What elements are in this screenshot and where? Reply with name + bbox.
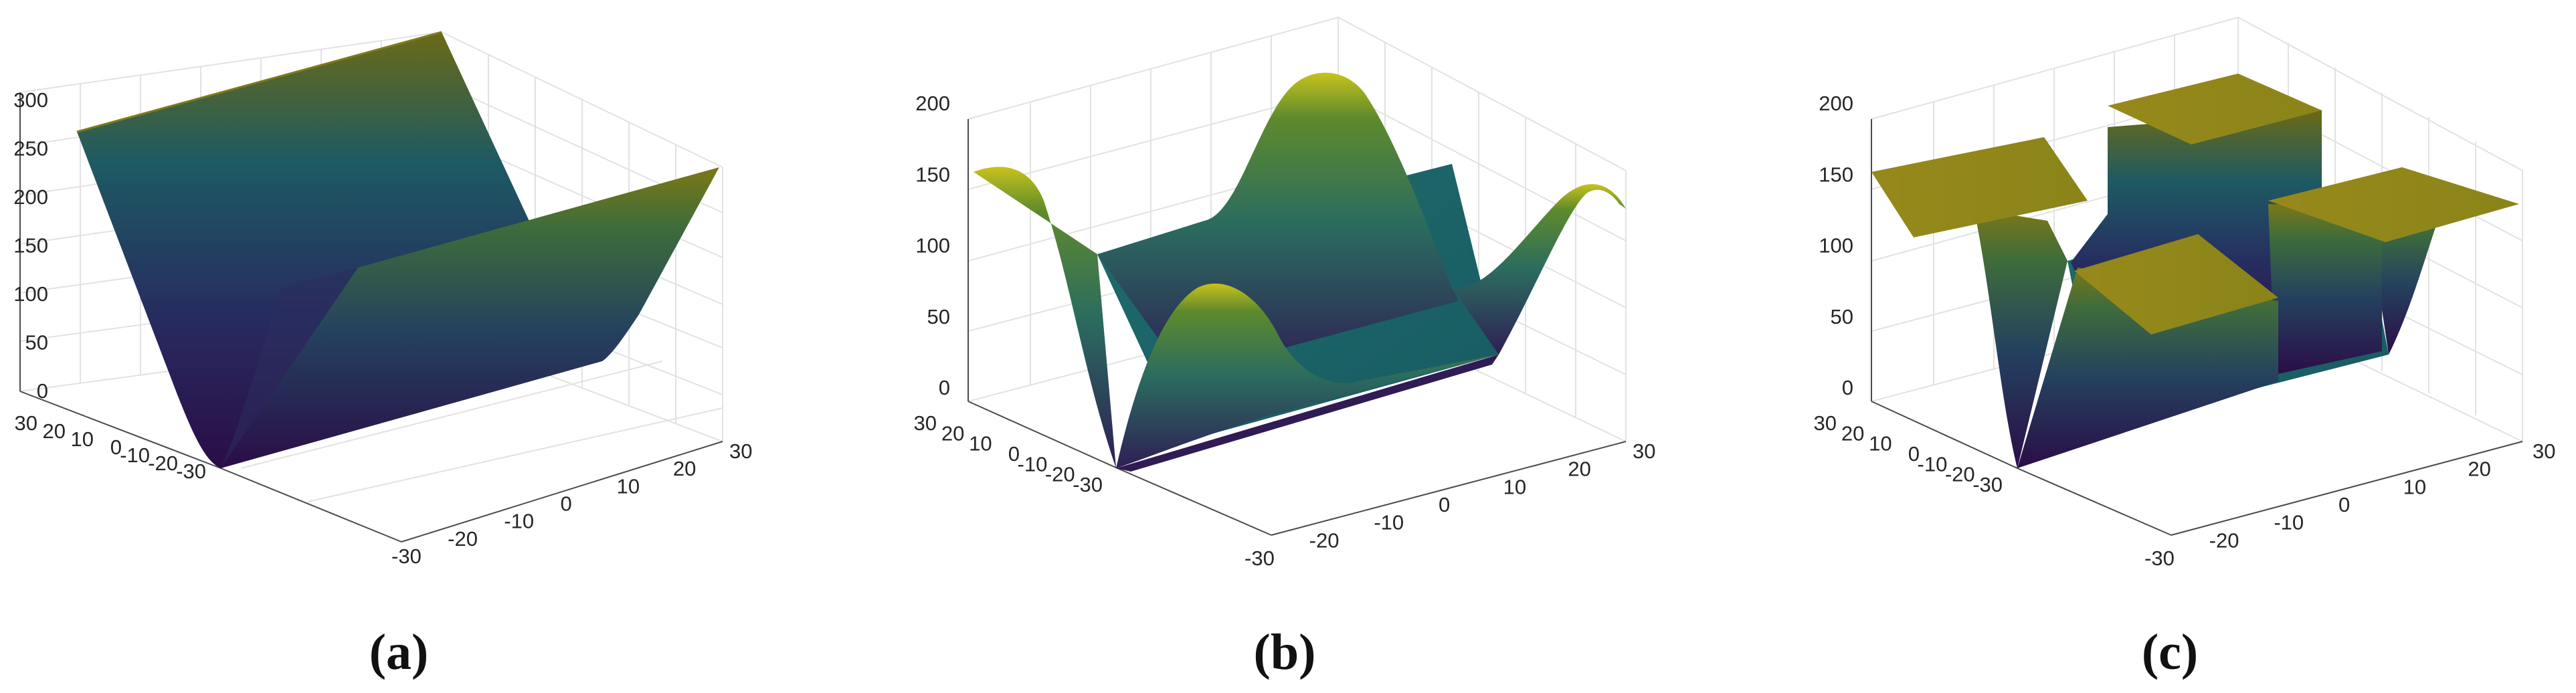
panel-c-plateau-back: [2108, 74, 2322, 144]
panel-p3-y-tick-label: 0: [1908, 442, 1920, 466]
panel-p2-y-tick-label: -20: [1045, 463, 1075, 486]
panel-c-surface: [1871, 74, 2519, 468]
panel-p2-y-tick-label: 10: [969, 432, 992, 456]
panel-p3-y-tick-label: 10: [1869, 432, 1892, 456]
panel-p3-z-tick-label: 150: [1819, 163, 1853, 186]
panel-p2-y-tick-label: -10: [1018, 452, 1048, 476]
panel-a-front-wall-shade: [221, 268, 358, 468]
panel-p3-y-tick-label: -30: [1972, 473, 2003, 496]
panel-b: [968, 16, 1627, 536]
panel-p3-x-tick-label: -30: [2144, 547, 2175, 570]
panel-p2-x-tick-label: 0: [1439, 493, 1450, 516]
panel-c-plateau-left: [1871, 137, 2088, 237]
panel-label-b: (b): [1254, 624, 1316, 680]
panel-p2-z-tick-label: 50: [927, 305, 950, 328]
panel-labels: (a) (b) (c): [369, 624, 2198, 680]
panel-p1-x-tick-label: 30: [729, 439, 752, 463]
panel-p3-z-tick-label: 200: [1819, 92, 1853, 115]
panel-p1-z-tick-label: 300: [13, 88, 48, 112]
panel-p2-y-tick-label: 0: [1008, 442, 1020, 466]
panel-p2-z-tick-label: 150: [915, 163, 950, 186]
panel-p1-x-tick-label: 0: [561, 492, 572, 516]
panel-p1-y-tick-label: 20: [43, 419, 66, 443]
panel-c-plateau-front: [2074, 234, 2278, 334]
panel-p3-z-tick-label: 50: [1831, 305, 1853, 328]
panel-a-back-wall: [77, 32, 535, 468]
panel-p2-x-tick-label: 20: [1568, 458, 1590, 481]
panel-c-axes: [1871, 119, 2523, 536]
panel-b-front-bump: [1116, 283, 1499, 468]
panel-a-axes: [19, 92, 723, 542]
panel-c: [1871, 16, 2523, 536]
panel-p2-z-tick-label: 0: [939, 376, 950, 399]
panel-b-right-bump: [1452, 184, 1626, 355]
panel-b-surface: [974, 72, 1626, 472]
panel-p1-z-tick-label: 200: [13, 185, 48, 209]
panel-p2-x-tick-label: -10: [1374, 511, 1404, 534]
panel-p2-y-tick-label: 20: [941, 421, 964, 445]
panel-p3-x-tick-label: -20: [2209, 528, 2239, 552]
panel-b-axes: [968, 119, 1627, 536]
panel-p3-y-tick-label: -20: [1945, 463, 1975, 486]
panel-p2-z-tick-label: 200: [915, 92, 950, 115]
panel-c-right-block-side: [2268, 204, 2382, 375]
panel-p3-z-tick-label: 0: [1842, 376, 1853, 399]
panel-p3-x-tick-label: 20: [2468, 458, 2490, 481]
panel-p1-x-tick-label: -20: [448, 527, 478, 551]
panel-b-front-base: [1116, 355, 1499, 472]
panel-p3-y-tick-label: 30: [1814, 411, 1837, 435]
panel-b-back-wall-left: [974, 167, 1116, 468]
panel-p1-x-tick-label: -30: [391, 544, 422, 568]
panel-a-surface: [76, 31, 719, 468]
tick-labels: 050100150200250300-30-20-100102030-30-20…: [13, 88, 2555, 570]
panel-p1-y-tick-label: 10: [71, 427, 94, 451]
panel-a-rim: [76, 31, 442, 133]
panel-c-left-valley: [1974, 209, 2067, 468]
panel-p3-z-tick-label: 100: [1819, 234, 1853, 258]
panel-p2-z-tick-label: 100: [915, 234, 950, 258]
panel-p1-y-tick-label: -10: [120, 443, 150, 467]
panel-p1-y-tick-label: 30: [15, 411, 37, 435]
panel-p1-x-tick-label: 10: [617, 474, 640, 498]
panel-p3-x-tick-label: 30: [2533, 439, 2555, 463]
panel-p3-x-tick-label: -10: [2274, 511, 2304, 534]
panel-p3-x-tick-label: 0: [2338, 493, 2350, 516]
panel-p1-z-tick-label: 50: [25, 331, 48, 355]
panel-p2-x-tick-label: 30: [1633, 439, 1655, 463]
panel-c-front-block-side: [2017, 268, 2278, 468]
panel-p2-y-tick-label: -30: [1073, 473, 1103, 496]
panel-label-a: (a): [369, 624, 429, 680]
panel-p3-y-tick-label: -10: [1918, 452, 1948, 476]
panel-p3-x-tick-label: 10: [2403, 475, 2426, 498]
panel-c-plateau-right: [2268, 167, 2519, 242]
panel-p1-x-tick-label: 20: [673, 457, 696, 480]
panel-p1-y-tick-label: -30: [176, 460, 206, 483]
panel-p1-y-tick-label: -20: [148, 452, 178, 475]
panel-a-front-wall: [221, 167, 719, 468]
panel-p2-x-tick-label: -30: [1245, 547, 1275, 570]
panel-p1-z-tick-label: 250: [13, 137, 48, 161]
panel-p2-x-tick-label: -20: [1309, 528, 1340, 552]
panel-p1-z-tick-label: 100: [13, 282, 48, 306]
panel-p1-y-tick-label: 0: [110, 435, 122, 459]
panel-a: [19, 31, 723, 542]
panel-p3-y-tick-label: 20: [1841, 421, 1864, 445]
panel-p1-x-tick-label: -10: [504, 510, 534, 533]
panel-p1-z-tick-label: 150: [13, 234, 48, 258]
panel-label-c: (c): [2142, 624, 2198, 680]
panel-p1-z-tick-label: 0: [37, 379, 48, 403]
panel-p2-y-tick-label: 30: [914, 411, 937, 435]
panel-p2-x-tick-label: 10: [1503, 475, 1526, 498]
